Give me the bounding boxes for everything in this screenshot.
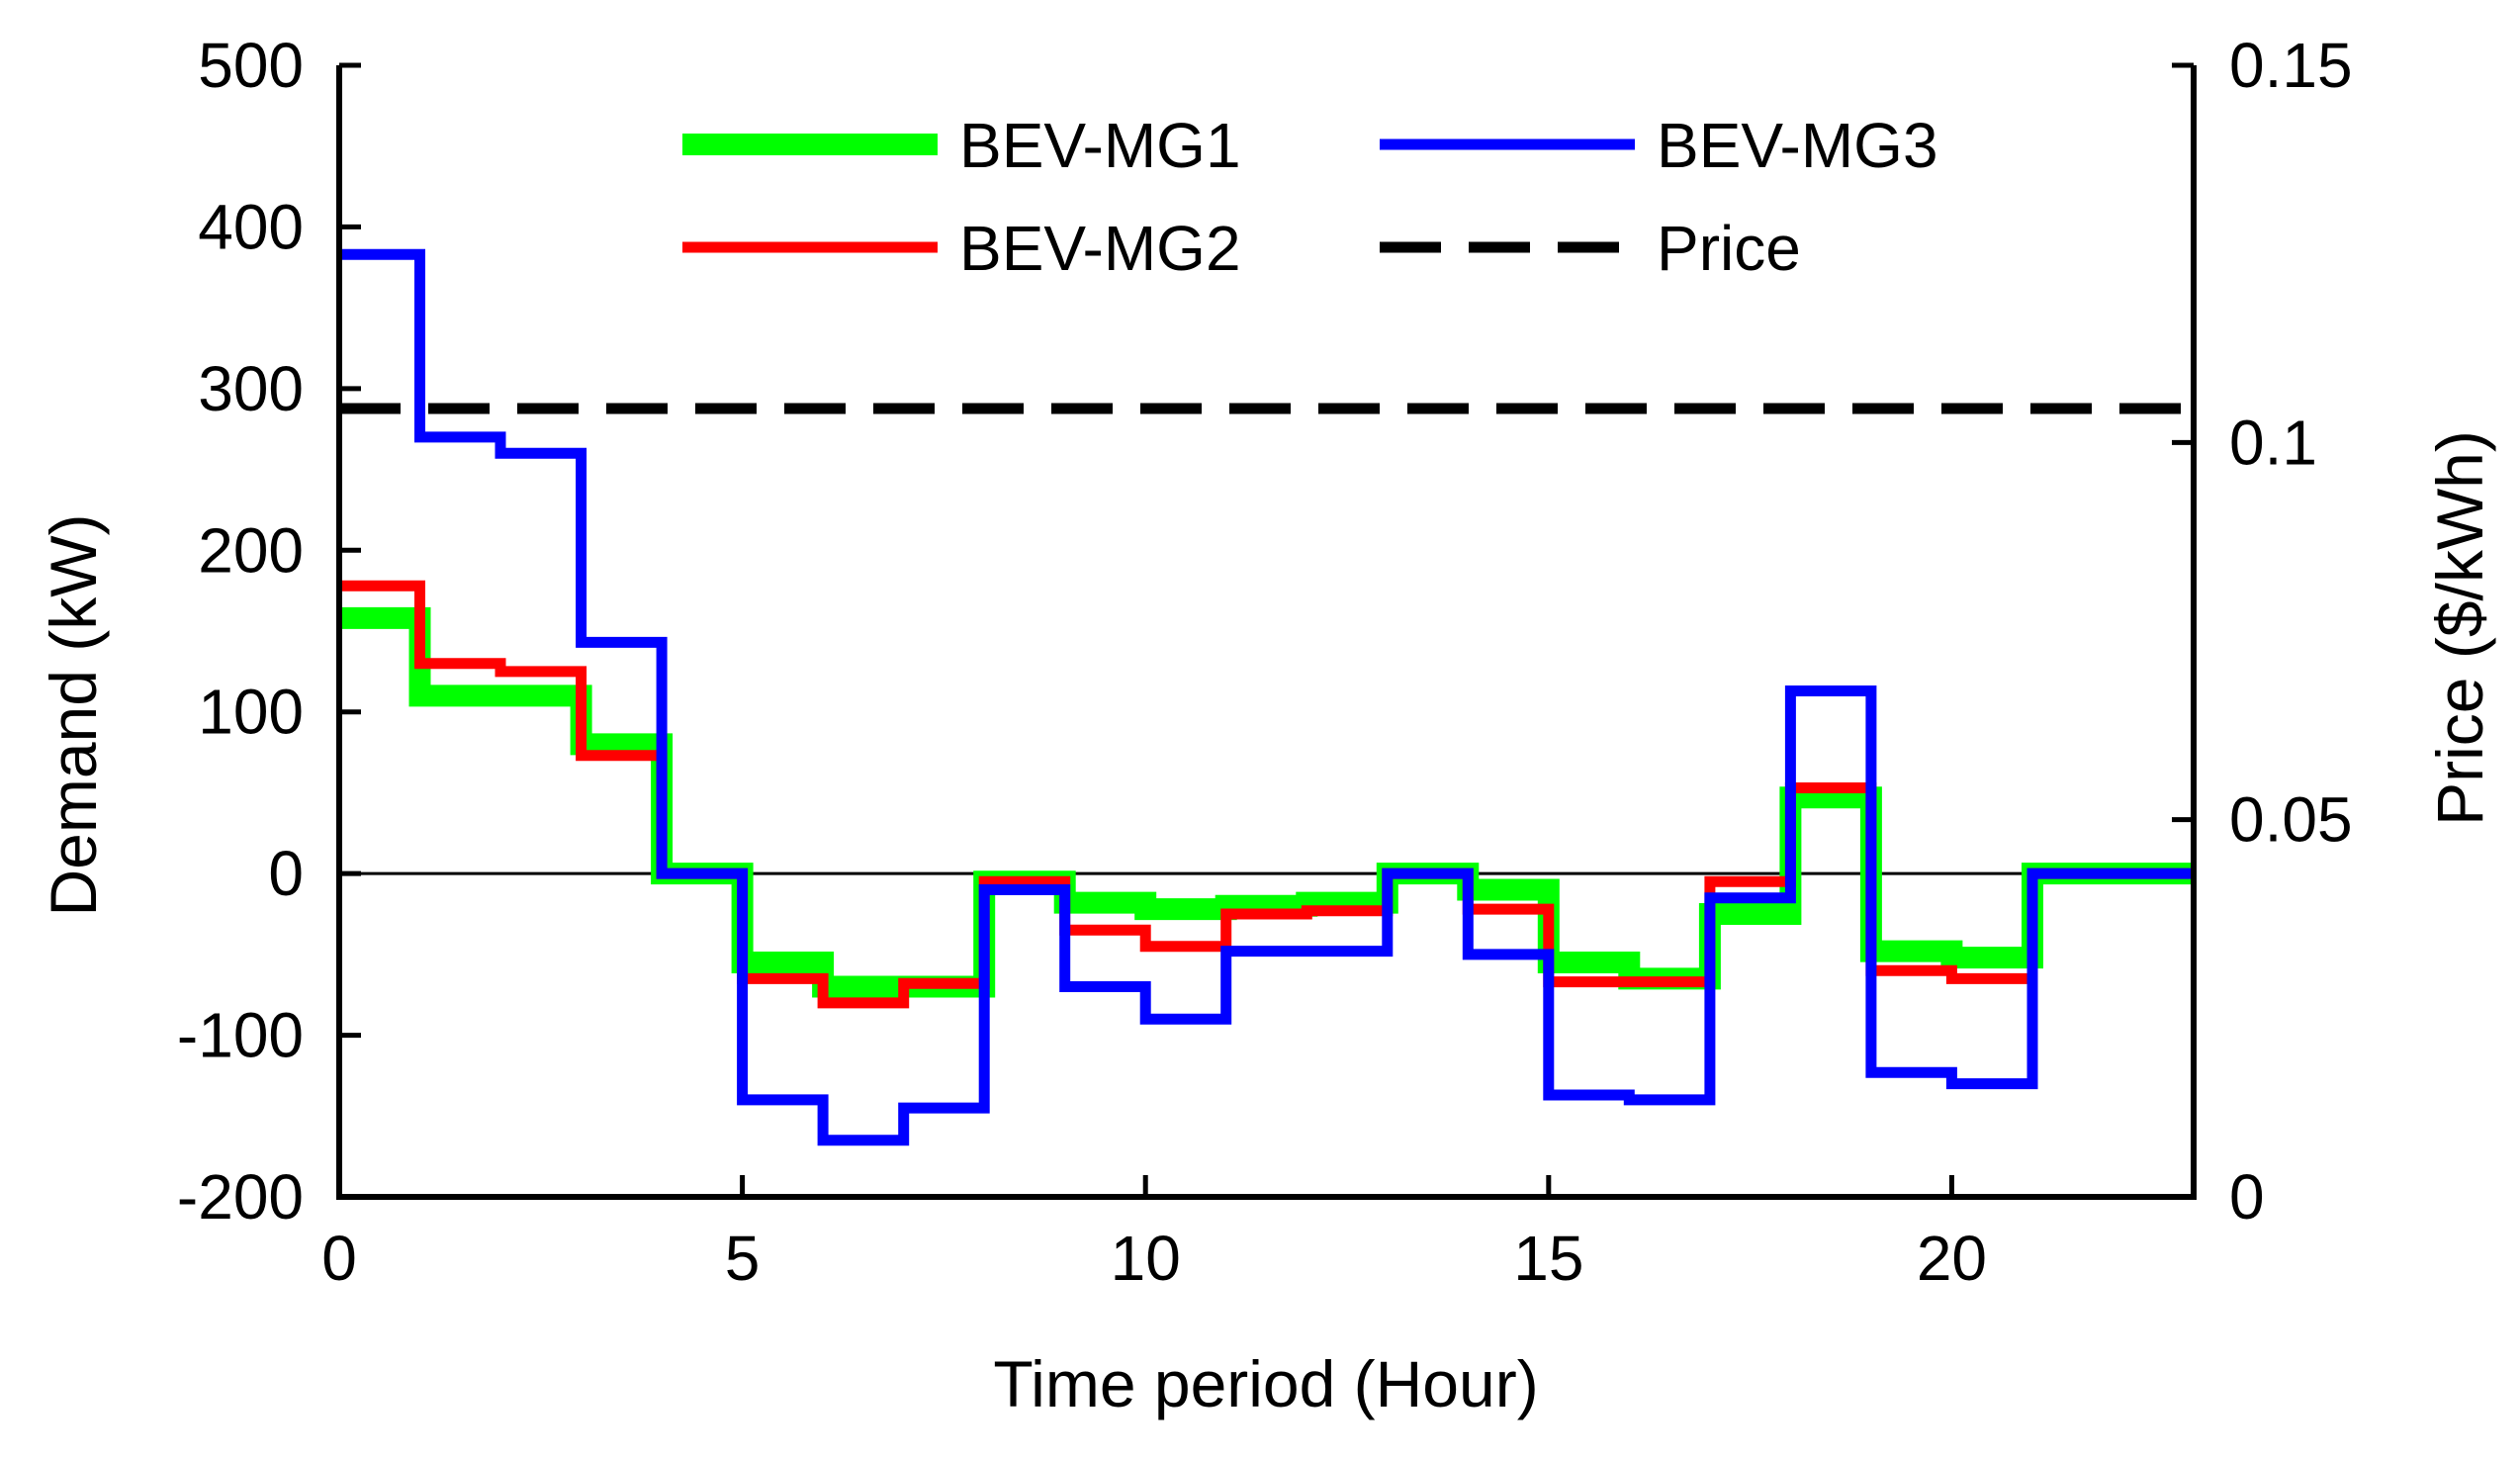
x-tick-label: 15 <box>1513 1223 1583 1294</box>
y-tick-label: 200 <box>198 514 304 586</box>
y-tick-label: 500 <box>198 30 304 101</box>
y-tick-label: -100 <box>177 1000 304 1071</box>
legend-label-bev-mg1: BEV-MG1 <box>959 110 1241 181</box>
series-layer <box>339 248 2194 1146</box>
y2-tick-label: 0.05 <box>2229 784 2353 856</box>
x-tick-label: 5 <box>725 1223 761 1294</box>
x-tick-label: 10 <box>1111 1223 1181 1294</box>
legend: BEV-MG1 BEV-MG2 BEV-MG3 Price <box>682 110 1938 284</box>
series-line-bev-mg3 <box>339 248 2194 1146</box>
y-tick-label: 400 <box>198 191 304 262</box>
ticks-layer: 0 5 10 15 20 500 400 300 200 100 0 -100 -200 0.15 0.1 0… <box>177 30 2353 1294</box>
x-tick-label: 20 <box>1917 1223 1987 1294</box>
y2-axis-title: Price ($/kWh) <box>2423 430 2496 826</box>
y2-tick-label: 0.1 <box>2229 407 2317 478</box>
y-tick-label: 100 <box>198 677 304 748</box>
y-axis-title: Demand (kW) <box>37 513 110 916</box>
y-tick-label: 300 <box>198 353 304 424</box>
legend-label-bev-mg3: BEV-MG3 <box>1657 110 1938 181</box>
series-line-bev-mg1 <box>339 606 2194 998</box>
legend-label-price: Price <box>1657 213 1801 284</box>
x-tick-label: 0 <box>321 1223 357 1294</box>
y-tick-label: 0 <box>268 838 304 909</box>
axes-layer <box>336 65 2197 1200</box>
y2-tick-label: 0.15 <box>2229 30 2353 101</box>
x-axis-title: Time period (Hour) <box>993 1347 1538 1420</box>
legend-label-bev-mg2: BEV-MG2 <box>959 213 1241 284</box>
y-tick-label: -200 <box>177 1161 304 1232</box>
y2-tick-label: 0 <box>2229 1161 2265 1232</box>
